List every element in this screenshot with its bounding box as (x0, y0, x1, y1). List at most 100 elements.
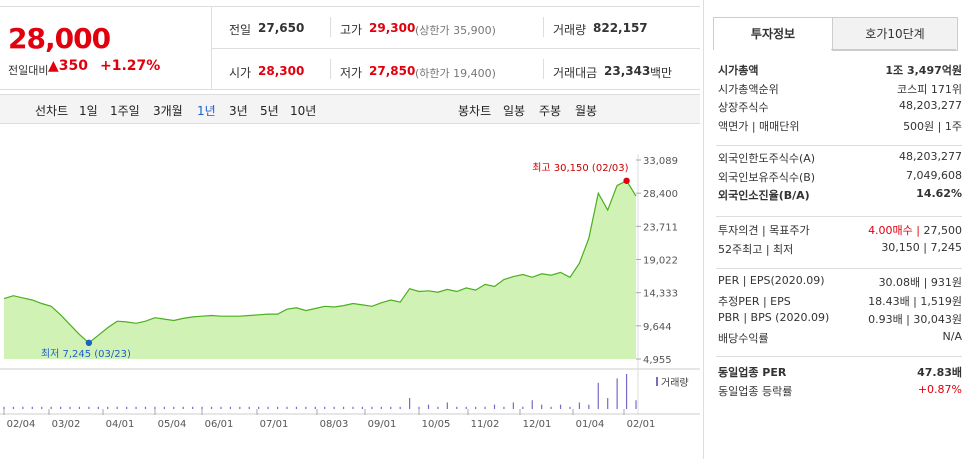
section-divider (716, 268, 962, 269)
max-point (623, 177, 630, 184)
x-tick-label: 08/03 (320, 419, 349, 430)
volume-bar (295, 406, 298, 409)
x-tick-label: 06/01 (205, 419, 234, 430)
volume-bar (220, 406, 222, 409)
y-tick-label: 19,022 (643, 256, 678, 267)
x-tick-label: 02/01 (627, 419, 656, 430)
x-tick-label: 09/01 (368, 419, 397, 430)
candle-monthly[interactable]: 월봉 (575, 104, 598, 118)
volume-bar (437, 406, 439, 409)
section-divider (716, 356, 962, 357)
volume-bar (267, 406, 269, 409)
prev-close-label: 전일 (229, 23, 252, 37)
volume-bar (201, 406, 203, 409)
x-tick-label: 07/01 (260, 419, 289, 430)
y-tick-label: 4,955 (643, 355, 672, 366)
x-tick-label: 10/05 (422, 419, 451, 430)
volume-bar (352, 406, 354, 409)
volume-bar (135, 406, 137, 409)
period-10y[interactable]: 10년 (290, 104, 317, 118)
volume-bar (493, 404, 496, 409)
volume-bar (12, 406, 15, 409)
candle-weekly[interactable]: 주봉 (539, 104, 562, 118)
price-area (4, 180, 636, 359)
target-price: 27,500 (923, 224, 963, 237)
candle-chart-label: 봉차트 (458, 104, 492, 118)
period-1d[interactable]: 1일 (79, 104, 98, 118)
upper-limit: (상한가 35,900) (415, 24, 496, 37)
volume-bar (324, 406, 326, 409)
volume-bar (512, 402, 514, 409)
price-panel: 전일 27,650 고가 29,300 (상한가 35,900) 거래량 822… (0, 6, 700, 430)
volume-bar (484, 406, 486, 409)
period-1y[interactable]: 1년 (197, 104, 216, 118)
volume-bar (475, 406, 477, 409)
volume-bar (635, 400, 637, 409)
volume-bar (88, 406, 90, 409)
info-row: 추정PER | EPS 18.43배 | 1,519원 (718, 293, 962, 310)
low-label: 저가 (340, 66, 363, 80)
info-value: 48,203,277 (899, 150, 962, 163)
high-label: 고가 (340, 23, 363, 37)
tab-investment-info[interactable]: 투자정보 (713, 17, 833, 50)
investment-info-panel: 투자정보 호가10단계 시가총액 1조 3,497억원 시가총액순위 코스피 171위… (703, 0, 967, 459)
info-row: 외국인한도주식수(A) 48,203,277 (718, 150, 962, 167)
volume-bar (371, 406, 373, 409)
volume-bar (97, 406, 99, 409)
info-label: 외국인한도주식수(A) (718, 152, 816, 165)
volume-bar (531, 400, 533, 409)
volume-bar (597, 382, 599, 409)
period-3m[interactable]: 3개월 (153, 104, 183, 118)
volume-bar (569, 406, 571, 409)
line-chart-label: 선차트 (35, 104, 69, 118)
info-value: +0.87% (917, 382, 962, 396)
volume-bar (3, 406, 5, 409)
volume-bar (550, 406, 552, 409)
info-label: 외국인소진율(B/A) (718, 189, 810, 202)
volume-bar (305, 406, 307, 409)
lower-limit: (하한가 19,400) (415, 67, 496, 80)
tab-order-book[interactable]: 호가10단계 (832, 17, 958, 51)
volume-legend-label: 거래량 (661, 377, 689, 389)
change-value: ▲350 (48, 58, 89, 74)
volume-bar (229, 406, 231, 409)
volume-bar (173, 406, 175, 409)
high-value: 29,300 (369, 21, 416, 35)
volume-bar (578, 402, 581, 409)
volume-bar (182, 406, 184, 409)
up-arrow-icon: ▲ (48, 58, 59, 74)
section-divider (716, 145, 962, 146)
volume-bar (409, 398, 411, 409)
info-row: 투자의견 | 목표주가 4.00매수 | 27,500 (718, 222, 962, 239)
volume-value: 822,157 (593, 21, 648, 35)
period-5y[interactable]: 5년 (260, 104, 279, 118)
amount-unit: 백만 (650, 66, 673, 80)
volume-bar (163, 406, 165, 409)
period-1w[interactable]: 1주일 (110, 104, 140, 118)
info-value: 14.62% (916, 187, 962, 200)
amount-label: 거래대금 (553, 66, 598, 80)
volume-legend-swatch (656, 377, 658, 386)
volume-bar (559, 404, 562, 409)
info-row: 시가총액 1조 3,497억원 (718, 62, 962, 79)
volume-bar (22, 406, 24, 409)
period-3y[interactable]: 3년 (229, 104, 248, 118)
x-tick-label: 11/02 (471, 419, 500, 430)
volume-bar (239, 406, 241, 409)
candle-daily[interactable]: 일봉 (503, 104, 526, 118)
info-label: PBR | BPS (2020.09) (718, 311, 830, 324)
section-divider (716, 216, 962, 217)
open-label: 시가 (229, 66, 252, 80)
x-tick-label: 04/01 (106, 419, 135, 430)
info-row: 외국인소진율(B/A) 14.62% (718, 187, 962, 204)
open-value: 28,300 (258, 64, 305, 78)
volume-bar (503, 406, 505, 409)
opinion-value: 4.00매수 | (868, 224, 924, 237)
volume-bar (390, 406, 392, 409)
y-tick-label: 14,333 (643, 289, 678, 300)
info-label: 시가총액순위 (718, 82, 779, 96)
volume-bar (399, 406, 401, 409)
volume-bar (107, 406, 109, 409)
amount-value: 23,343 (604, 64, 651, 78)
volume-bar (616, 378, 618, 409)
